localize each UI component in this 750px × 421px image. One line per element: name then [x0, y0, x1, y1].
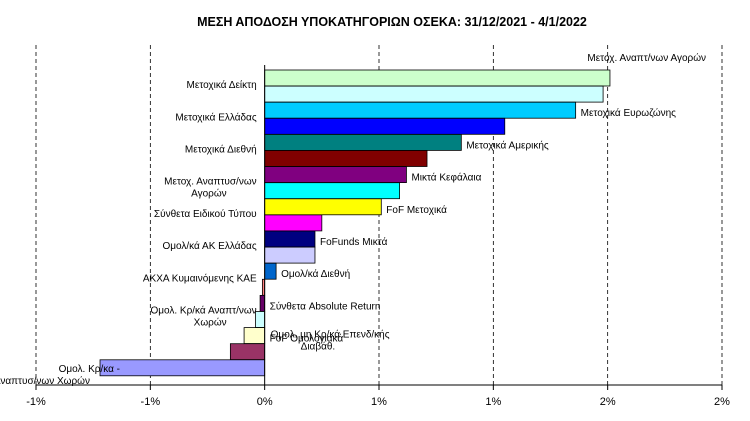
bar-label: Μετοχικά Ελλάδας	[175, 111, 256, 123]
bar-label-line: Μετοχικά Δείκτη	[187, 79, 257, 91]
bar-label-line: Χωρών	[194, 317, 227, 329]
bar-label-line: FoF Μετοχικά	[386, 204, 447, 216]
bars	[99, 65, 611, 385]
bar-label-line: Μικτά Κεφάλαια	[411, 172, 481, 184]
bar	[264, 246, 316, 264]
bar-label-line: Διαβάθ.	[301, 341, 336, 353]
bar-label: Μετοχικά Δείκτη	[187, 79, 257, 91]
bar-label: Σύνθετα Absolute Return	[270, 300, 381, 312]
bar	[264, 198, 382, 216]
bar	[264, 85, 604, 103]
bar-label: Ομολ. μη Κρ/κά Επενδ/κής Διαβάθ.	[271, 329, 390, 353]
bar-label-line: Ομολ. Κρ/κα -	[59, 364, 120, 375]
bar-label: Ομολ/κά Διεθνή	[281, 268, 350, 280]
x-tick-label: -1%	[26, 396, 46, 408]
bar	[255, 311, 266, 328]
bar	[264, 230, 316, 248]
bar-label-line: ΑΚΧΑ Κυμαινόμενης ΚΑΕ	[143, 272, 257, 284]
x-axis: -1% -1% 0% 1% 1% 2% 2%	[26, 384, 730, 408]
bar-labels: Μετοχ. Αναπτ/νων Αγορών Μετοχικά Δείκτη Με…	[0, 52, 706, 387]
x-tick-label: 2%	[600, 396, 616, 408]
bar	[243, 327, 266, 345]
bar-label-line: Μετοχ. Αναπτ/νων Αγορών	[587, 52, 706, 64]
bar-label-line: Αναπτυσ/νων Χωρών	[0, 375, 90, 387]
bar-label-line: Σύνθετα Absolute Return	[270, 300, 381, 312]
bar-label: Μετοχικά Διεθνή	[185, 144, 257, 156]
bar-label-line: Μετοχ. Αναπτυσ/νων	[164, 177, 257, 188]
bar-label: FoF Μετοχικά	[386, 204, 447, 216]
bar	[229, 343, 266, 361]
bar-label: ΑΚΧΑ Κυμαινόμενης ΚΑΕ	[143, 272, 257, 284]
x-tick-label: -1%	[141, 396, 161, 408]
bar-label-line: Σύνθετα Ειδικού Τύπου	[154, 208, 257, 220]
bar	[259, 294, 266, 312]
bar-label-line: FoF Ομολογιακά	[270, 333, 344, 345]
bar	[264, 262, 277, 280]
bar	[264, 117, 506, 135]
bar-label: Μετοχ. Αναπτυσ/νων Αγορών	[164, 177, 257, 200]
bar	[264, 214, 323, 232]
x-tick-label: 0%	[257, 396, 273, 408]
bar	[264, 133, 462, 151]
bar-label-line: Μετοχικά Αμερικής	[466, 139, 549, 151]
bar-label-line: Ομολ. Κρ/κά Αναπτ/νων	[150, 305, 256, 317]
x-tick-label: 1%	[485, 396, 501, 408]
bar-label-line: Μετοχικά Διεθνή	[185, 144, 257, 156]
bar	[264, 69, 611, 87]
bar	[264, 182, 400, 200]
bar-label-line: Ομολ. μη Κρ/κά Επενδ/κής	[271, 329, 390, 341]
bar	[264, 150, 428, 167]
bar-label: Μετοχικά Ευρωζώνης	[581, 107, 677, 119]
bar-label: FoF Ομολογιακά	[270, 333, 344, 345]
bar	[99, 359, 266, 377]
x-tick-label: 1%	[371, 396, 387, 408]
bar	[264, 101, 577, 119]
bar-label-line: Ομολ/κά Διεθνή	[281, 268, 350, 280]
bar-label: Μετοχ. Αναπτ/νων Αγορών	[587, 52, 706, 64]
bar-label-line: Μετοχικά Ευρωζώνης	[581, 107, 677, 119]
bar-label: Ομολ. Κρ/κα -Αναπτυσ/νων Χωρών	[0, 364, 120, 387]
x-tick-label: 2%	[714, 396, 730, 408]
bar-label-line: Μετοχικά Ελλάδας	[175, 111, 256, 123]
bar-label: Σύνθετα Ειδικού Τύπου	[154, 208, 257, 220]
bar-label: FoFunds Μικτά	[320, 236, 388, 248]
bar-label: Ομολ/κά ΑΚ Ελλάδας	[162, 240, 256, 252]
chart-title: ΜΕΣΗ ΑΠΟΔΟΣΗ ΥΠΟΚΑΤΗΓΟΡΙΩΝ ΟΣΕΚΑ: 31/12/…	[197, 15, 587, 29]
bar-label-line: Ομολ/κά ΑΚ Ελλάδας	[162, 240, 256, 252]
bar-label-line: Αγορών	[191, 188, 227, 200]
bar-label: Ομολ. Κρ/κά Αναπτ/νων Χωρών	[150, 305, 256, 329]
bar-label: Μετοχικά Αμερικής	[466, 139, 549, 151]
bar	[264, 166, 407, 184]
bar-label-line: FoFunds Μικτά	[320, 236, 388, 248]
bar-label: Μικτά Κεφάλαια	[411, 172, 481, 184]
